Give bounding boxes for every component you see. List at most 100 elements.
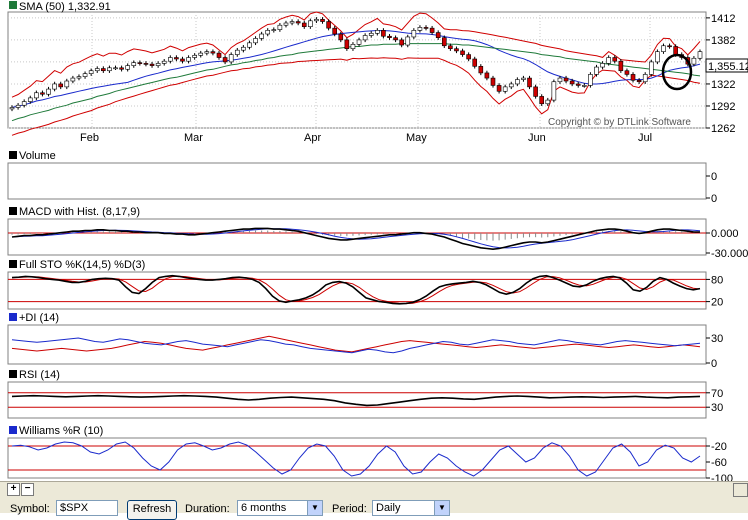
duration-value: 6 months [241, 502, 287, 514]
period-label: Period: [332, 503, 367, 515]
candle-body [642, 74, 648, 83]
williams-frame [7, 437, 707, 479]
candle-body [143, 63, 149, 65]
candle-body [563, 77, 569, 82]
candle-body [301, 22, 307, 27]
candle-body [125, 65, 130, 70]
zoom-in-button[interactable]: + [7, 483, 20, 496]
bollinger-lower-line [11, 57, 701, 136]
rsi-tick-label: 70 [711, 388, 723, 400]
price-frame [7, 11, 707, 129]
candle-body [186, 57, 191, 62]
candle-body [630, 74, 636, 81]
candle-body [618, 60, 624, 72]
candle-body [697, 51, 703, 59]
sto-tick-label: 20 [711, 297, 723, 309]
candle-body [612, 57, 618, 62]
price-tick-label: 1322 [711, 79, 735, 91]
candle-body [70, 77, 76, 82]
rsi-tick-label: 30 [711, 402, 723, 414]
volume-legend-marker [9, 151, 17, 159]
scroll-right-button[interactable] [733, 483, 748, 497]
sto-title: Full STO %K(14,5) %D(3) [19, 259, 145, 271]
di-tick-label: 0 [711, 358, 717, 370]
symbol-label: Symbol: [10, 503, 50, 515]
candle-body [332, 27, 337, 35]
candle-body [21, 101, 27, 106]
candle-body [429, 27, 435, 33]
candle-body [350, 44, 356, 50]
month-label: Jun [528, 132, 546, 144]
candle-body [636, 79, 642, 83]
candle-body [295, 21, 301, 24]
candle-body [46, 88, 51, 95]
candle-body [64, 80, 70, 88]
period-select[interactable]: Daily ▼ [372, 500, 450, 516]
price-tick-label: 1412 [711, 13, 735, 25]
price-tick-label: 1262 [711, 123, 735, 135]
duration-select[interactable]: 6 months ▼ [237, 500, 323, 516]
candle-body [527, 77, 532, 88]
candle-body [515, 79, 520, 85]
candle-body [466, 54, 471, 60]
di-title: +DI (14) [19, 312, 59, 324]
candle-body [289, 21, 295, 24]
chevron-down-icon: ▼ [307, 501, 322, 515]
candle-body [27, 97, 33, 102]
candle-body [265, 30, 271, 35]
candle-body [168, 57, 173, 62]
candle-body [119, 67, 124, 70]
refresh-button[interactable]: Refresh [127, 500, 177, 520]
candle-body [521, 77, 526, 80]
candle-body [423, 27, 429, 29]
candle-body [326, 21, 331, 29]
williams-line [11, 441, 701, 477]
candle-body [648, 61, 654, 75]
candle-body [88, 70, 94, 74]
candle-body [594, 66, 599, 75]
candle-body [569, 80, 575, 85]
candle-body [399, 39, 404, 46]
candle-body [606, 57, 611, 64]
candle-body [107, 67, 112, 72]
macd-legend-marker [9, 207, 17, 215]
candle-body [624, 70, 630, 75]
month-label: Jul [638, 132, 652, 144]
candle-body [198, 52, 204, 56]
candle-body [338, 33, 344, 41]
candle-body [441, 37, 447, 47]
candle-body [381, 30, 386, 37]
candle-body [691, 57, 697, 65]
candle-body [271, 29, 277, 31]
macd-line [11, 227, 700, 251]
candle-body [58, 83, 64, 88]
candle-body [101, 68, 106, 72]
candle-body [210, 51, 216, 54]
symbol-input[interactable]: $SPX [56, 500, 118, 516]
candle-body [9, 107, 15, 110]
candle-body [557, 77, 563, 83]
zoom-out-button[interactable]: − [21, 483, 34, 496]
candle-body [161, 60, 167, 64]
candle-body [496, 85, 502, 92]
candle-body [82, 73, 88, 77]
candle-body [174, 57, 179, 60]
williams-tick-label: -60 [711, 457, 727, 469]
candle-body [15, 104, 21, 108]
sto-tick-label: 80 [711, 274, 723, 286]
candle-body [484, 72, 490, 79]
candle-body [131, 62, 137, 66]
candle-body [417, 27, 423, 31]
williams-title: Williams %R (10) [19, 425, 103, 437]
volume-title: Volume [19, 150, 56, 162]
macd-tick-label: 0.000 [711, 228, 739, 240]
rsi-title: RSI (14) [19, 369, 60, 381]
candle-body [314, 19, 319, 22]
candle-body [34, 92, 39, 99]
sma50-line [11, 43, 701, 122]
candle-body [344, 39, 350, 50]
month-label: Apr [304, 132, 321, 144]
candle-body [356, 39, 362, 45]
month-label: May [406, 132, 427, 144]
candle-body [600, 63, 605, 68]
